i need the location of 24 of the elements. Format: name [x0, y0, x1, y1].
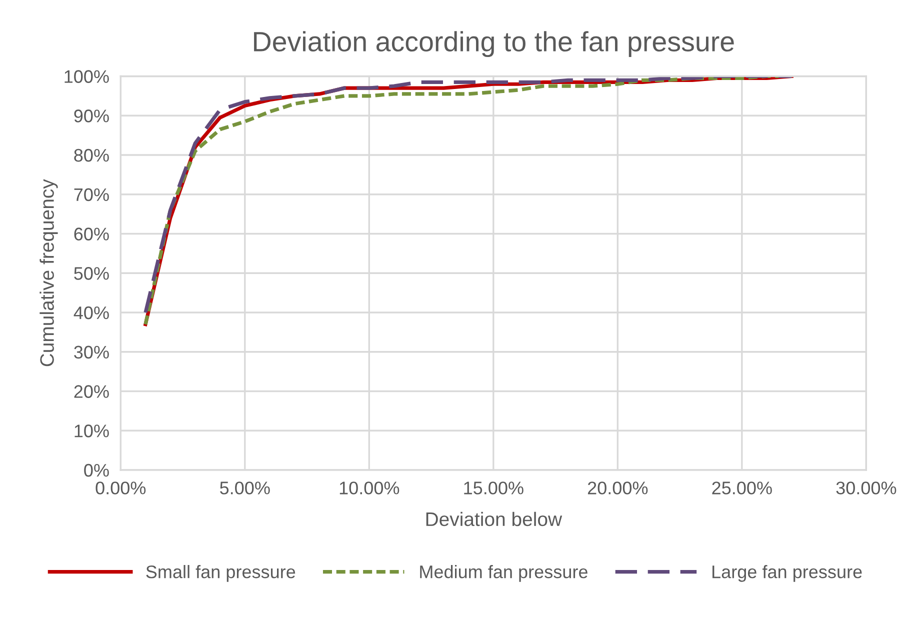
y-tick-label: 80%: [74, 148, 109, 162]
legend-label: Large fan pressure: [712, 565, 862, 582]
x-tick-label: 25.00%: [712, 482, 772, 494]
y-tick-label: 100%: [64, 70, 109, 83]
y-tick-label: 10%: [74, 424, 109, 438]
y-tick-label: 30%: [74, 346, 109, 359]
x-tick-label: 30.00%: [836, 482, 896, 494]
x-tick-label: 0.00%: [96, 482, 146, 494]
x-tick-label: 10.00%: [340, 482, 400, 494]
y-tick-label: 0%: [84, 464, 109, 477]
y-tick-label: 90%: [74, 110, 109, 122]
x-tick-label: 5.00%: [220, 482, 270, 494]
y-tick-label: 20%: [74, 385, 109, 398]
legend-label: Small fan pressure: [146, 565, 296, 582]
y-tick-label: 60%: [74, 228, 109, 240]
y-tick-label: 40%: [74, 306, 109, 320]
chart-title: Deviation according to the fan pressure: [254, 31, 734, 58]
y-axis-title: Cumulative frequency: [40, 179, 58, 366]
legend-label: Medium fan pressure: [420, 565, 588, 582]
y-tick-label: 50%: [74, 267, 109, 280]
y-tick-label: 70%: [74, 188, 109, 202]
x-tick-label: 20.00%: [588, 482, 648, 494]
x-axis-title: Deviation below: [426, 512, 562, 526]
x-tick-label: 15.00%: [464, 482, 524, 494]
